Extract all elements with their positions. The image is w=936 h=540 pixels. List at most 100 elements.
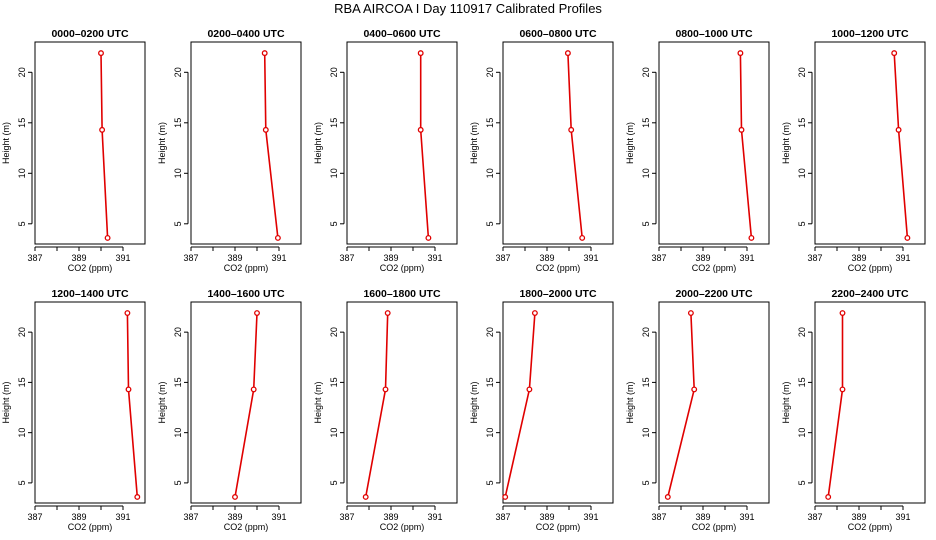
panel-title: 1400–1600 UTC [207,288,284,300]
data-point [362,494,369,500]
panel-title: 0400–0600 UTC [363,28,440,40]
y-tick-label: 20 [17,67,27,77]
panel-title: 0000–0200 UTC [51,28,128,40]
y-axis-label: Height (m) [469,381,479,423]
y-tick-label: 15 [329,377,339,387]
plot-frame [502,301,614,504]
plot-frame [814,41,926,245]
data-point [425,234,432,241]
y-axis-label: Height (m) [781,381,791,423]
panel-title: 1000–1200 UTC [831,28,908,40]
x-tick-label: 391 [583,512,598,522]
x-axis-label: CO2 (ppm) [380,522,425,532]
data-point [262,126,269,133]
data-point [895,126,902,133]
data-point [254,310,260,317]
data-point [104,234,111,241]
y-tick-label: 20 [797,67,807,77]
y-tick-label: 10 [485,428,495,438]
x-axis-label: CO2 (ppm) [848,522,893,532]
x-tick-label: 389 [383,512,398,522]
profile-line [100,53,109,238]
x-tick-label: 389 [695,253,710,263]
x-axis-label: CO2 (ppm) [224,263,269,273]
y-tick-label: 20 [173,327,183,337]
panel-title: 1800–2000 UTC [519,288,596,300]
x-tick-label: 389 [539,253,554,263]
data-point [839,310,846,317]
y-tick-label: 10 [329,168,339,178]
x-tick-label: 391 [583,253,598,263]
y-tick-label: 10 [329,428,339,438]
x-tick-label: 387 [183,253,198,263]
x-tick-label: 387 [27,253,42,263]
x-tick-label: 389 [851,253,866,263]
panel-title: 1600–1800 UTC [363,288,440,300]
y-axis-label: Height (m) [157,122,167,164]
y-tick-label: 5 [641,221,651,226]
x-tick-label: 389 [539,512,554,522]
y-tick-label: 15 [173,377,183,387]
data-point [904,234,911,241]
x-tick-label: 387 [651,512,666,522]
data-point [687,310,694,317]
profile-line [504,313,536,498]
x-tick-label: 389 [383,253,398,263]
y-tick-label: 15 [329,118,339,128]
y-tick-label: 20 [485,67,495,77]
panel-title: 0600–0800 UTC [519,28,596,40]
plot-frame [34,301,146,504]
data-point [125,386,132,393]
x-tick-label: 387 [495,253,510,263]
x-tick-label: 391 [427,253,442,263]
y-axis-label: Height (m) [469,122,479,164]
y-tick-label: 5 [485,480,495,485]
profile-line [893,53,909,238]
profile-line [234,313,258,498]
y-tick-label: 15 [641,118,651,128]
y-tick-label: 20 [329,327,339,337]
data-point [664,494,671,500]
plot-frame [346,301,458,504]
y-axis-label: Height (m) [1,381,11,423]
x-tick-label: 389 [695,512,710,522]
x-axis-label: CO2 (ppm) [380,263,425,273]
data-point [839,386,846,393]
panel-title: 0200–0400 UTC [207,28,284,40]
panel-title: 0800–1000 UTC [675,28,752,40]
y-tick-label: 15 [641,377,651,387]
x-tick-label: 389 [227,253,242,263]
data-point [738,126,745,133]
x-tick-label: 389 [227,512,242,522]
x-tick-label: 387 [651,253,666,263]
y-axis-label: Height (m) [625,381,635,423]
data-point [250,386,257,393]
x-tick-label: 391 [895,512,910,522]
x-axis-label: CO2 (ppm) [536,263,581,273]
x-tick-label: 389 [71,253,86,263]
y-tick-label: 5 [797,221,807,226]
y-axis-label: Height (m) [157,381,167,423]
data-point [99,126,106,133]
panel-title: 1200–1400 UTC [51,288,128,300]
data-point [568,126,575,133]
y-tick-label: 15 [173,118,183,128]
x-axis-label: CO2 (ppm) [692,263,737,273]
y-tick-label: 5 [173,480,183,485]
y-tick-label: 20 [329,67,339,77]
data-point [748,234,755,241]
panel-title: 2200–2400 UTC [831,288,908,300]
y-tick-label: 20 [641,327,651,337]
plot-frame [502,41,614,245]
